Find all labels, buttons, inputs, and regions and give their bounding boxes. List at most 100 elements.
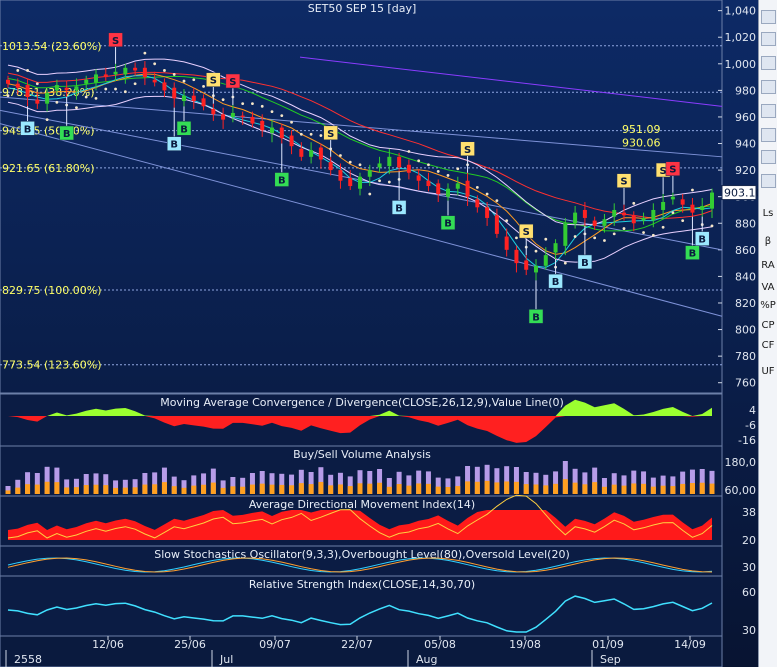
volume-bar-sell: [553, 483, 559, 494]
macd-positive-area: [8, 399, 712, 416]
volume-bar-sell: [592, 482, 598, 494]
volume-bar: [396, 471, 402, 494]
volume-bar: [220, 480, 226, 494]
candle-body: [338, 170, 343, 181]
x-tick-label: 12/06: [92, 638, 124, 651]
volume-bar-sell: [621, 485, 627, 494]
toolbar-icon-button[interactable]: [761, 56, 776, 70]
volume-bar: [592, 467, 598, 494]
toolbar-label-7[interactable]: UF: [761, 366, 775, 377]
volume-bar: [513, 467, 519, 494]
indicator-panels: Moving Average Convergence / Divergence(…: [0, 393, 756, 637]
volume-bar: [670, 476, 676, 494]
toolbar-label-6[interactable]: CF: [761, 340, 775, 351]
sar-dot: [6, 94, 10, 98]
candle-body: [446, 188, 450, 197]
candle-body: [162, 82, 167, 91]
candle-body: [289, 135, 294, 147]
sar-dot: [622, 227, 626, 230]
candle-body: [514, 249, 519, 264]
volume-bar-sell: [660, 485, 666, 494]
toolbar-label-3[interactable]: VA: [761, 282, 775, 293]
volume-bar: [523, 472, 529, 494]
volume-bar-sell: [455, 486, 461, 494]
sar-dot: [299, 132, 303, 136]
indicator-panel-frame: [0, 545, 723, 577]
toolbar-label-2[interactable]: RA: [761, 260, 775, 271]
sar-dot: [573, 235, 577, 238]
indicator-panel-title: Buy/Sell Volume Analysis: [293, 448, 431, 461]
candle-body: [387, 156, 392, 167]
indicator-panel-title: Slow Stochastics Oscillator(9,3,3),Overb…: [154, 548, 570, 561]
sell-signal-marker: [225, 73, 241, 89]
toolbar-label-5[interactable]: CP: [761, 320, 775, 331]
candle-body: [524, 260, 529, 270]
stochastic-k-line: [7, 557, 713, 573]
candle-body: [201, 98, 206, 107]
candle-body: [328, 162, 333, 171]
volume-bar: [465, 466, 471, 494]
volume-bar-sell: [83, 485, 89, 494]
toolbar-icon-button[interactable]: [761, 128, 776, 142]
candle-body: [612, 209, 617, 217]
buy-signal-label: B: [689, 249, 697, 260]
volume-bar: [455, 476, 461, 494]
toolbar-icon-button[interactable]: [761, 104, 776, 118]
volume-bar-sell: [357, 483, 363, 494]
indicator-tick-label: -16: [738, 434, 756, 447]
volume-bar: [122, 479, 128, 494]
candle-body: [299, 148, 304, 157]
volume-bar: [445, 478, 451, 494]
candle-body: [465, 180, 470, 197]
sar-dot: [192, 78, 196, 82]
sar-dot: [495, 199, 499, 203]
candle-body: [15, 83, 20, 88]
toolbar-label-4[interactable]: %P: [760, 300, 776, 311]
volume-bar-sell: [484, 480, 490, 494]
candle-body: [543, 255, 548, 266]
volume-bar: [210, 468, 216, 494]
volume-bar-sell: [5, 490, 11, 494]
sar-dot: [290, 120, 293, 124]
sar-dot: [691, 188, 694, 192]
toolbar-label-1[interactable]: β: [764, 236, 772, 247]
buy-signal-label: B: [170, 140, 178, 151]
indicator-tick-label: 4: [749, 404, 756, 417]
toolbar-icon-button[interactable]: [761, 174, 776, 188]
price-tick-label: 860: [735, 244, 756, 257]
volume-bar: [240, 477, 246, 494]
sell-signal-marker: [108, 32, 123, 48]
volume-bar-sell: [15, 487, 21, 494]
price-tick-label: 960: [735, 111, 756, 124]
volume-bar: [259, 471, 265, 494]
trend-channel-lower: [0, 123, 723, 317]
buy-signal-marker: [528, 309, 544, 324]
volume-bar: [161, 467, 167, 494]
toolbar-icon-button[interactable]: [761, 150, 776, 164]
volume-bar-sell: [513, 481, 519, 494]
sar-dot: [651, 233, 655, 237]
volume-bar: [533, 472, 539, 494]
indicator-tick-label: 20: [742, 534, 756, 547]
volume-bar: [113, 480, 119, 494]
volume-bar: [553, 471, 559, 494]
sar-dot: [114, 87, 117, 91]
volume-bar: [543, 474, 549, 494]
sell-signal-label: S: [210, 76, 217, 87]
volume-bar: [357, 470, 363, 494]
candle-body: [64, 87, 69, 91]
volume-bar-sell: [93, 484, 99, 494]
candle-body: [485, 207, 490, 218]
toolbar-label-0[interactable]: Ls: [762, 208, 774, 219]
candle-body: [84, 79, 89, 84]
toolbar-icon-button[interactable]: [761, 32, 776, 46]
toolbar-icon-button[interactable]: [761, 10, 776, 24]
candle-body: [152, 79, 157, 83]
volume-bar: [73, 478, 79, 494]
volume-bar: [377, 469, 383, 494]
volume-bar-sell: [171, 486, 177, 494]
toolbar-icon-button[interactable]: [761, 80, 776, 94]
x-tick-label: 14/09: [674, 638, 706, 651]
volume-bar: [152, 472, 158, 494]
sar-dot: [221, 98, 225, 102]
